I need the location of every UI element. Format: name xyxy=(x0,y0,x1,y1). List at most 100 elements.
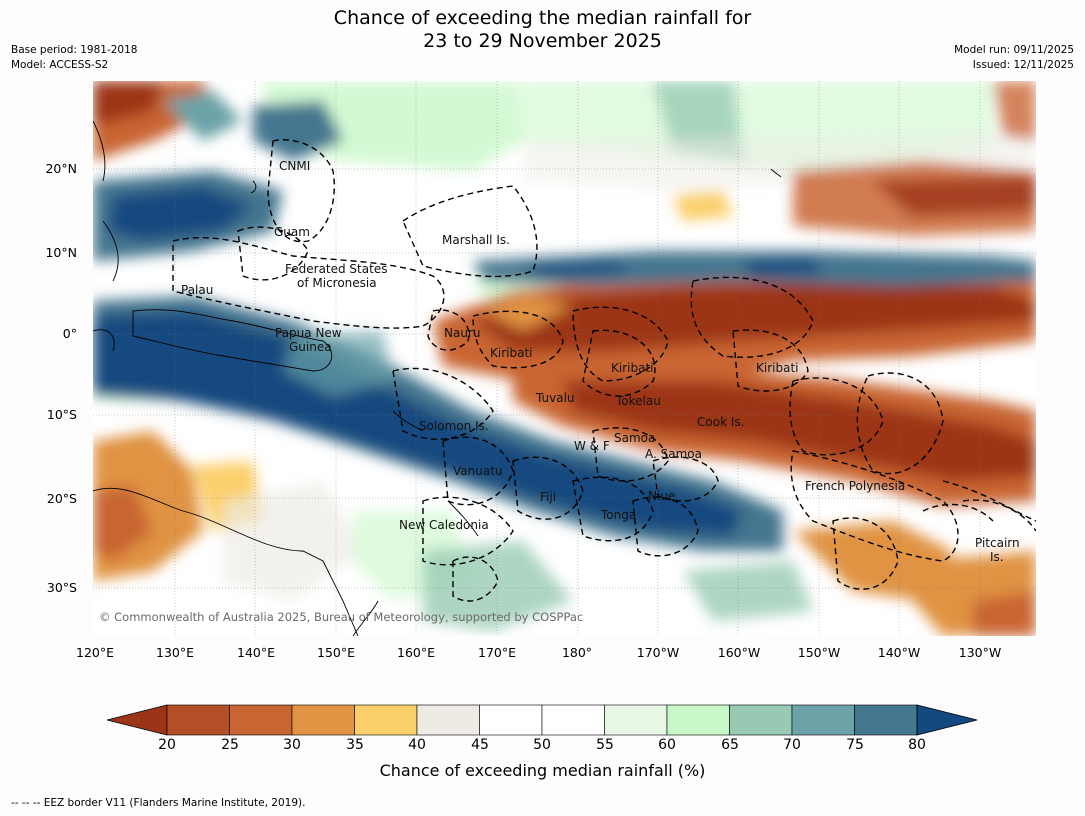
label-tonga: Tonga xyxy=(600,508,636,522)
meta-left: Base period: 1981-2018 Model: ACCESS-S2 xyxy=(11,43,137,73)
cb-tick: 75 xyxy=(846,737,864,753)
label-tuvalu: Tuvalu xyxy=(535,391,575,405)
colorbar-segment xyxy=(604,704,668,736)
colorbar-extend-low xyxy=(106,704,168,736)
xtick-140e: 140°E xyxy=(236,645,276,660)
country-labels: CNMI Guam Marshall Is. Federated States … xyxy=(181,159,1020,564)
colorbar xyxy=(106,704,978,736)
sulawesi-coast xyxy=(93,329,115,352)
label-cnmi: CNMI xyxy=(279,159,310,173)
graticule xyxy=(93,81,1036,636)
base-period: Base period: 1981-2018 xyxy=(11,44,138,56)
map-canvas: CNMI Guam Marshall Is. Federated States … xyxy=(93,81,1036,636)
cb-tick: 80 xyxy=(908,737,926,753)
label-palau: Palau xyxy=(181,283,213,297)
mariana-isles xyxy=(250,180,257,194)
cb-tick: 70 xyxy=(783,737,801,753)
eez-footer-note: -- -- -- EEZ border V11 (Flanders Marine… xyxy=(11,797,306,809)
ytick-30s: 30°S xyxy=(46,580,77,595)
cb-tick: 25 xyxy=(221,737,239,753)
ytick-0: 0° xyxy=(62,326,77,341)
label-samoa: Samoa xyxy=(614,431,655,445)
xtick-130w: 130°W xyxy=(958,645,1002,660)
colorbar-segment xyxy=(416,704,480,736)
label-french-polynesia: French Polynesia xyxy=(805,479,905,493)
ytick-20s: 20°S xyxy=(46,491,77,506)
xtick-160e: 160°E xyxy=(396,645,436,660)
solomon-isles xyxy=(392,410,424,432)
hawaii-isles xyxy=(770,168,782,178)
cb-tick: 65 xyxy=(721,737,739,753)
label-vanuatu: Vanuatu xyxy=(453,464,503,478)
australia-coast xyxy=(93,487,359,636)
cb-tick: 50 xyxy=(533,737,551,753)
xtick-170e: 170°E xyxy=(477,645,517,660)
cb-tick: 45 xyxy=(471,737,489,753)
land-masses xyxy=(93,120,782,636)
label-fsm-1: Federated States xyxy=(285,262,387,276)
cb-tick: 30 xyxy=(283,737,301,753)
label-png-2: Guinea xyxy=(289,340,332,354)
xtick-130e: 130°E xyxy=(155,645,195,660)
colorbar-segment xyxy=(291,704,355,736)
label-solomon: Solomon Is. xyxy=(419,419,489,433)
label-kiribati-c: Kiribati xyxy=(611,361,653,375)
ytick-10n: 10°N xyxy=(45,245,77,260)
label-new-caledonia: New Caledonia xyxy=(399,518,489,532)
xtick-150w: 150°W xyxy=(797,645,841,660)
new-guinea-coast xyxy=(132,309,333,372)
philippines-coast-2 xyxy=(102,220,119,282)
new-caledonia-island xyxy=(447,500,479,537)
model-run: Model run: 09/11/2025 xyxy=(954,44,1074,56)
label-pitcairn-2: Is. xyxy=(990,550,1004,564)
cb-tick: 60 xyxy=(658,737,676,753)
colorbar-segment xyxy=(729,704,793,736)
label-kiribati-e: Kiribati xyxy=(756,361,798,375)
label-png-1: Papua New xyxy=(275,326,342,340)
xtick-180: 180° xyxy=(561,645,593,660)
colorbar-label: Chance of exceeding median rainfall (%) xyxy=(379,761,706,780)
colorbar-extend-high xyxy=(916,704,978,736)
cb-tick: 35 xyxy=(346,737,364,753)
meta-right: Model run: 09/11/2025 Issued: 12/11/2025 xyxy=(954,43,1074,73)
colorbar-segment xyxy=(354,704,418,736)
philippines-coast xyxy=(93,120,106,182)
label-niue: Niue xyxy=(648,489,675,503)
label-pitcairn-1: Pitcairn xyxy=(975,536,1020,550)
copyright-notice: © Commonwealth of Australia 2025, Bureau… xyxy=(99,610,583,624)
xtick-170w: 170°W xyxy=(636,645,680,660)
colorbar-segment xyxy=(666,704,730,736)
cb-tick: 40 xyxy=(408,737,426,753)
label-cook: Cook Is. xyxy=(697,415,744,429)
cb-tick: 55 xyxy=(596,737,614,753)
xtick-160w: 160°W xyxy=(717,645,761,660)
colorbar-segment xyxy=(166,704,230,736)
xtick-140w: 140°W xyxy=(877,645,921,660)
rainfall-map: CNMI Guam Marshall Is. Federated States … xyxy=(93,81,1036,636)
label-kiribati-w: Kiribati xyxy=(490,346,532,360)
colorbar-segment xyxy=(479,704,543,736)
chart-title: Chance of exceeding the median rainfall … xyxy=(0,7,1085,53)
label-fiji: Fiji xyxy=(540,490,556,504)
colorbar-segment xyxy=(791,704,855,736)
model-name: Model: ACCESS-S2 xyxy=(11,59,109,71)
ytick-10s: 10°S xyxy=(46,407,77,422)
colorbar-segment xyxy=(541,704,605,736)
title-line-1: Chance of exceeding the median rainfall … xyxy=(333,7,752,29)
title-line-2: 23 to 29 November 2025 xyxy=(423,30,662,52)
xtick-120e: 120°E xyxy=(75,645,115,660)
label-wf: W & F xyxy=(574,439,610,453)
label-marshall: Marshall Is. xyxy=(442,233,510,247)
ytick-20n: 20°N xyxy=(45,161,77,176)
australia-east-tip xyxy=(352,600,379,636)
xtick-150e: 150°E xyxy=(316,645,356,660)
label-nauru: Nauru xyxy=(444,326,480,340)
colorbar-segment xyxy=(229,704,293,736)
eez-borders xyxy=(172,139,1036,602)
label-asamoa: A. Samoa xyxy=(645,447,702,461)
label-guam: Guam xyxy=(274,225,310,239)
colorbar-segment xyxy=(854,704,918,736)
label-fsm-2: of Micronesia xyxy=(297,276,377,290)
issued-date: Issued: 12/11/2025 xyxy=(972,59,1074,71)
label-tokelau: Tokelau xyxy=(615,394,661,408)
